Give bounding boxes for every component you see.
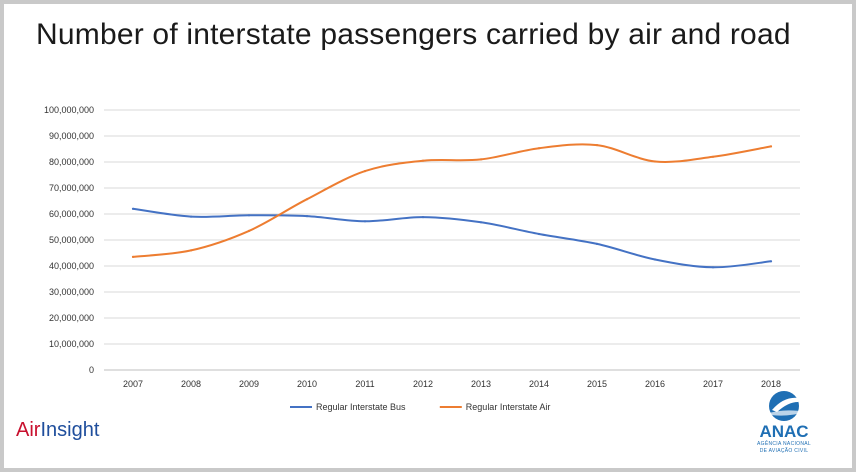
x-tick-label: 2009 (239, 379, 259, 389)
data-point (421, 159, 425, 162)
x-tick-label: 2010 (297, 379, 317, 389)
y-tick-label: 60,000,000 (49, 209, 94, 219)
data-point (131, 207, 135, 210)
anac-logo: ANAC AGÊNCIA NACIONAL DE AVIAÇÃO CIVIL (744, 388, 824, 460)
x-tick-label: 2012 (413, 379, 433, 389)
data-point (247, 214, 251, 217)
data-point (305, 198, 309, 201)
logo-air-text: Air (16, 419, 41, 441)
logo-insight-text: Insight (40, 419, 100, 441)
data-point (421, 216, 425, 219)
y-tick-label: 20,000,000 (49, 313, 94, 323)
data-point (363, 220, 367, 223)
data-point (537, 147, 541, 150)
legend-label: Regular Interstate Air (466, 402, 551, 412)
y-axis-ticks: 0 10,000,000 20,000,000 30,000,000 40,000,00… (44, 105, 94, 375)
chart-title: Number of interstate passengers carried … (36, 18, 791, 51)
y-tick-label: 40,000,000 (49, 261, 94, 271)
x-axis-ticks: 2007 2008 2009 2010 2011 2012 2013 2014 2015 2016… (123, 379, 781, 389)
x-tick-label: 2018 (761, 379, 781, 389)
y-tick-label: 0 (89, 365, 94, 375)
series-2 (131, 143, 773, 258)
anac-logo-subtitle-2: DE AVIAÇÃO CIVIL (759, 448, 809, 454)
data-point (131, 255, 135, 258)
y-tick-label: 10,000,000 (49, 339, 94, 349)
x-tick-label: 2013 (471, 379, 491, 389)
x-tick-label: 2017 (703, 379, 723, 389)
data-point (363, 170, 367, 173)
x-tick-label: 2015 (587, 379, 607, 389)
data-point (479, 221, 483, 224)
series-line (132, 143, 772, 258)
series-1 (131, 207, 773, 269)
data-point (595, 144, 599, 147)
data-point (537, 232, 541, 236)
data-point (711, 266, 715, 269)
data-point (769, 145, 773, 148)
legend-label: Regular Interstate Bus (316, 402, 406, 412)
x-tick-label: 2011 (355, 379, 374, 389)
y-tick-label: 50,000,000 (49, 235, 94, 245)
y-tick-label: 100,000,000 (44, 105, 94, 115)
y-tick-label: 80,000,000 (49, 157, 94, 167)
data-point (247, 229, 251, 232)
data-point (305, 215, 309, 218)
data-point (595, 242, 599, 245)
gridlines (104, 109, 800, 371)
y-tick-label: 30,000,000 (49, 287, 94, 297)
anac-logo-subtitle-1: AGÊNCIA NACIONAL (757, 441, 811, 447)
data-point (769, 260, 773, 263)
airinsight-logo: AirInsight (16, 419, 99, 442)
data-point (653, 258, 657, 261)
series-lines (131, 143, 773, 269)
y-tick-label: 70,000,000 (49, 183, 94, 193)
x-tick-label: 2014 (529, 379, 549, 389)
data-point (711, 155, 715, 158)
anac-emblem-icon (766, 391, 806, 421)
legend: Regular Interstate Bus Regular Interstate… (290, 402, 550, 412)
y-tick-label: 90,000,000 (49, 131, 94, 141)
x-tick-label: 2016 (645, 379, 665, 389)
x-tick-label: 2007 (123, 379, 143, 389)
data-point (189, 249, 193, 252)
data-point (653, 160, 657, 163)
anac-logo-word: ANAC (759, 422, 809, 441)
data-point (479, 158, 483, 161)
x-tick-label: 2008 (181, 379, 201, 389)
data-point (189, 215, 193, 218)
series-line (132, 207, 772, 269)
